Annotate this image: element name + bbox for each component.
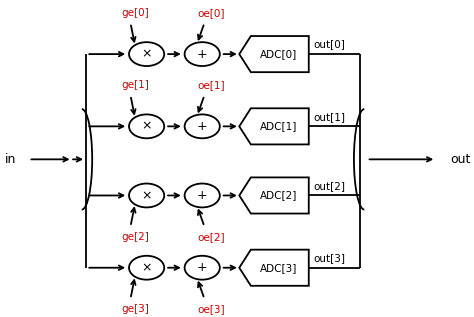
Text: ge[2]: ge[2] — [121, 232, 149, 242]
Text: oe[2]: oe[2] — [198, 232, 225, 242]
Text: out[0]: out[0] — [313, 39, 345, 49]
Text: out[2]: out[2] — [313, 181, 346, 191]
Text: ADC[1]: ADC[1] — [260, 121, 297, 131]
Text: +: + — [197, 120, 208, 133]
Text: +: + — [197, 189, 208, 202]
Text: ×: × — [141, 48, 152, 61]
Text: ge[1]: ge[1] — [121, 80, 149, 90]
Text: +: + — [197, 261, 208, 274]
Text: ADC[0]: ADC[0] — [260, 49, 297, 59]
Text: out: out — [450, 153, 470, 166]
Text: out[1]: out[1] — [313, 112, 346, 122]
Text: ×: × — [141, 189, 152, 202]
Text: out[3]: out[3] — [313, 253, 346, 263]
Text: oe[0]: oe[0] — [198, 8, 225, 18]
Text: ADC[2]: ADC[2] — [260, 191, 297, 200]
Text: ADC[3]: ADC[3] — [260, 263, 297, 273]
Text: ge[3]: ge[3] — [121, 304, 149, 314]
Text: ×: × — [141, 261, 152, 274]
Text: ×: × — [141, 120, 152, 133]
Text: +: + — [197, 48, 208, 61]
Text: in: in — [5, 153, 17, 166]
Text: ge[0]: ge[0] — [121, 8, 149, 18]
Text: oe[3]: oe[3] — [198, 304, 225, 314]
Text: oe[1]: oe[1] — [198, 80, 225, 90]
